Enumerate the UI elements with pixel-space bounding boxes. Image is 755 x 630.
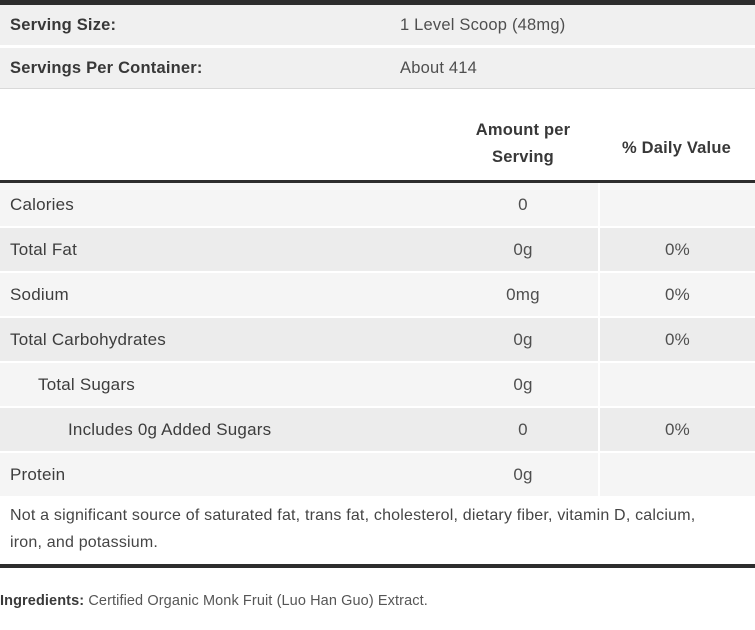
bottom-rule <box>0 564 755 568</box>
servings-per-container-label: Servings Per Container: <box>10 58 203 77</box>
table-row: Protein 0g <box>0 453 755 496</box>
table-row: Total Fat 0g 0% <box>0 228 755 271</box>
ingredients-line: Ingredients: Certified Organic Monk Frui… <box>0 593 755 609</box>
row-daily-value: 0% <box>600 228 755 271</box>
servings-per-container-value: About 414 <box>400 58 478 77</box>
footnote: Not a significant source of saturated fa… <box>10 507 696 551</box>
table-row: Total Carbohydrates 0g 0% <box>0 318 755 361</box>
row-daily-value: 0% <box>600 408 755 451</box>
table-row: Total Sugars 0g <box>0 363 755 406</box>
serving-size-label: Serving Size: <box>10 15 117 34</box>
row-amount: 0g <box>513 239 533 259</box>
row-amount: 0 <box>518 419 528 439</box>
serving-size-row: Serving Size: 1 Level Scoop (48mg) <box>0 5 755 45</box>
table-row: Includes 0g Added Sugars 0 0% <box>0 408 755 451</box>
table-row: Sodium 0mg 0% <box>0 273 755 316</box>
row-label: Calories <box>10 194 74 214</box>
daily-value-header: % Daily Value <box>622 139 731 157</box>
ingredients-value: Certified Organic Monk Fruit (Luo Han Gu… <box>88 593 428 609</box>
row-amount: 0mg <box>506 284 540 304</box>
row-daily-value <box>600 183 755 226</box>
row-daily-value <box>600 363 755 406</box>
facts-table-body: Calories 0 Total Fat 0g 0% Sodium 0mg 0%… <box>0 183 755 496</box>
facts-table: Amount per Serving % Daily Value Calorie… <box>0 89 755 556</box>
row-label: Total Carbohydrates <box>10 329 166 349</box>
row-label: Total Sugars <box>38 374 135 394</box>
row-amount: 0g <box>513 464 533 484</box>
servings-per-container-row: Servings Per Container: About 414 <box>0 48 755 89</box>
facts-table-header: Amount per Serving % Daily Value <box>0 89 755 183</box>
table-row: Calories 0 <box>0 183 755 226</box>
serving-size-value: 1 Level Scoop (48mg) <box>400 15 566 34</box>
row-label: Protein <box>10 464 66 484</box>
row-daily-value <box>600 453 755 496</box>
ingredients-label: Ingredients: <box>0 593 85 609</box>
row-label: Total Fat <box>10 239 77 259</box>
row-label: Includes 0g Added Sugars <box>68 419 272 439</box>
row-amount: 0g <box>513 374 533 394</box>
row-daily-value: 0% <box>600 273 755 316</box>
row-daily-value: 0% <box>600 318 755 361</box>
row-amount: 0g <box>513 329 533 349</box>
row-label: Sodium <box>10 284 69 304</box>
serving-info-section: Serving Size: 1 Level Scoop (48mg) Servi… <box>0 0 755 89</box>
amount-per-serving-header: Amount per Serving <box>475 121 571 166</box>
row-amount: 0 <box>518 194 528 214</box>
